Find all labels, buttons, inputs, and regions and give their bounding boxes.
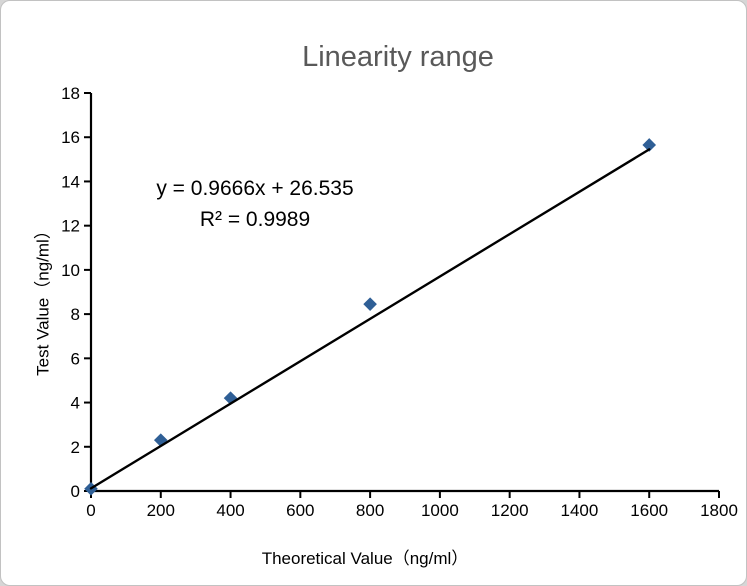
y-tick-label: 4: [71, 394, 80, 413]
x-tick-label: 1400: [561, 501, 599, 520]
y-tick-label: 14: [61, 172, 80, 191]
x-tick-label: 1600: [630, 501, 668, 520]
x-tick-label: 0: [86, 501, 95, 520]
data-point-marker: [153, 433, 168, 447]
data-point-marker: [223, 391, 238, 405]
y-tick-label: 16: [61, 128, 80, 147]
y-tick-label: 2: [71, 438, 80, 457]
y-tick-label: 12: [61, 217, 80, 236]
y-tick-label: 0: [71, 482, 80, 501]
y-tick-label: 10: [61, 261, 80, 280]
trendline-annotation: y = 0.9666x + 26.535 R² = 0.9989: [156, 173, 353, 235]
r-squared-text: R² = 0.9989: [199, 208, 311, 231]
x-tick-label: 1800: [700, 501, 738, 520]
x-tick-label: 600: [286, 501, 314, 520]
x-axis-title: Theoretical Value（ng/ml）: [261, 549, 469, 568]
y-tick-label: 18: [61, 84, 80, 103]
equation-text: y = 0.9666x + 26.535: [156, 177, 354, 200]
data-point-marker: [642, 138, 657, 152]
y-axis-title: Test Value（ng/ml）: [33, 222, 53, 376]
y-tick-label: 8: [71, 305, 80, 324]
x-tick-label: 800: [356, 501, 384, 520]
y-tick-label: 6: [71, 349, 80, 368]
x-tick-label: 400: [216, 501, 244, 520]
x-tick-label: 1000: [421, 501, 459, 520]
chart-title: Linearity range: [302, 41, 494, 73]
x-tick-label: 1200: [491, 501, 529, 520]
trendline: [89, 148, 651, 490]
x-tick-label: 200: [147, 501, 175, 520]
data-point-marker: [363, 297, 377, 311]
